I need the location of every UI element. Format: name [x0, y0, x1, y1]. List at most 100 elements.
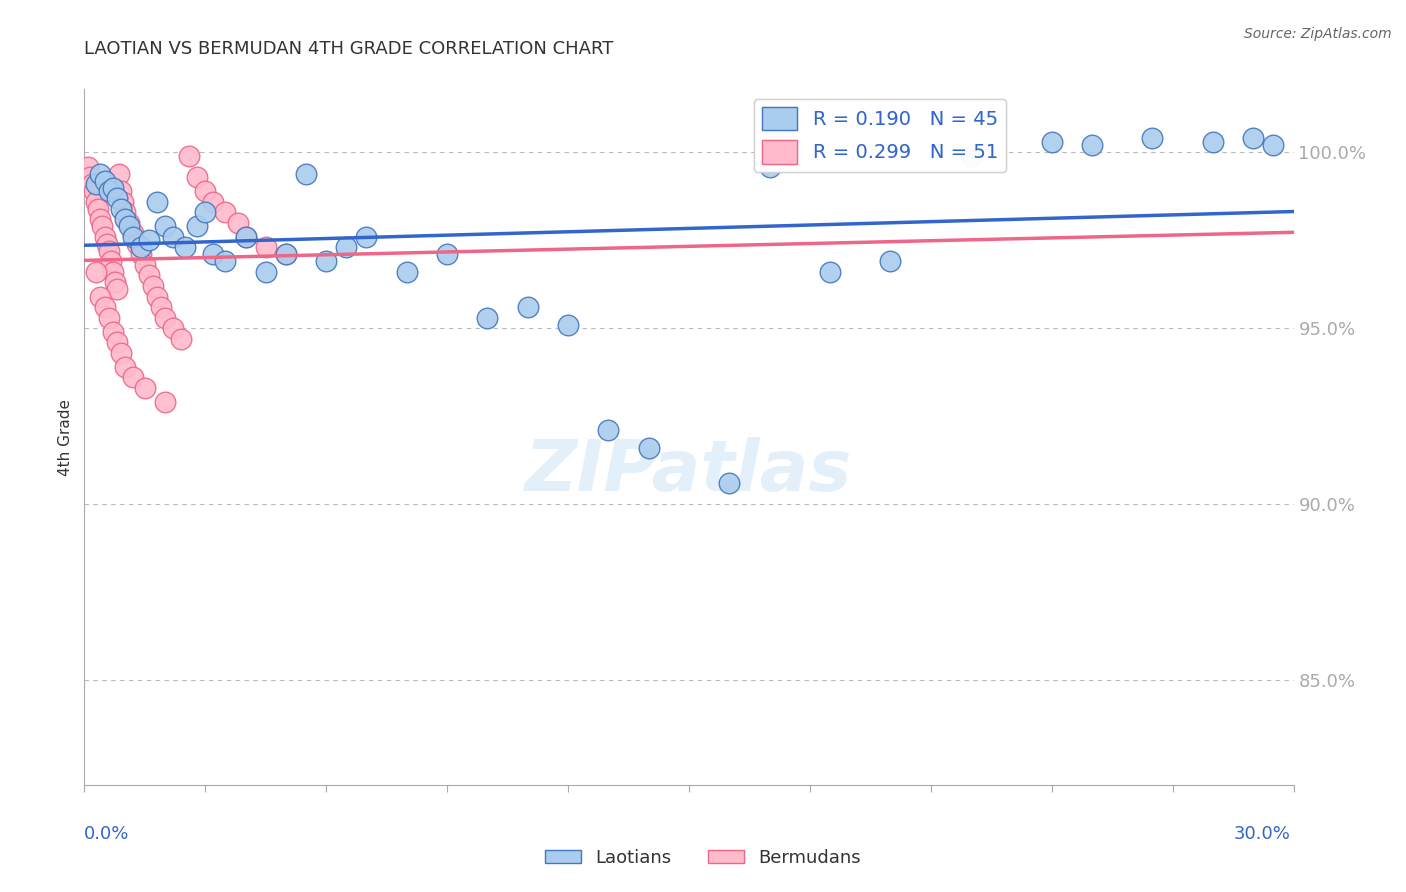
Point	[226, 216, 249, 230]
Point	[121, 227, 143, 241]
Point	[153, 310, 176, 325]
Point	[142, 279, 165, 293]
Point	[129, 247, 152, 261]
Point	[436, 247, 458, 261]
Point	[879, 254, 901, 268]
Point	[101, 180, 124, 194]
Point	[82, 177, 104, 191]
Point	[1142, 131, 1164, 145]
Text: ZIPatlas: ZIPatlas	[526, 437, 852, 507]
Point	[960, 149, 983, 163]
Point	[125, 236, 148, 251]
Point	[105, 335, 128, 350]
Point	[77, 160, 100, 174]
Point	[97, 184, 120, 198]
Point	[202, 247, 225, 261]
Point	[1263, 138, 1285, 153]
Point	[335, 240, 357, 254]
Point	[118, 216, 141, 230]
Y-axis label: 4th Grade: 4th Grade	[58, 399, 73, 475]
Point	[1202, 135, 1225, 149]
Point	[114, 359, 136, 374]
Point	[214, 205, 236, 219]
Point	[254, 265, 277, 279]
Point	[153, 219, 176, 234]
Point	[194, 184, 217, 198]
Point	[186, 219, 208, 234]
Point	[235, 229, 257, 244]
Point	[86, 177, 108, 191]
Point	[93, 173, 115, 187]
Point	[356, 229, 378, 244]
Point	[1081, 138, 1104, 153]
Point	[96, 236, 118, 251]
Text: Source: ZipAtlas.com: Source: ZipAtlas.com	[1244, 27, 1392, 41]
Point	[110, 184, 132, 198]
Point	[146, 194, 169, 209]
Point	[105, 283, 128, 297]
Point	[1040, 135, 1063, 149]
Point	[214, 254, 236, 268]
Point	[104, 276, 127, 290]
Point	[718, 475, 741, 490]
Point	[101, 325, 124, 339]
Point	[89, 289, 111, 303]
Point	[134, 258, 156, 272]
Point	[274, 247, 297, 261]
Point	[83, 184, 105, 198]
Point	[174, 240, 197, 254]
Point	[202, 194, 225, 209]
Point	[138, 268, 160, 283]
Point	[295, 167, 318, 181]
Point	[162, 229, 184, 244]
Point	[235, 229, 257, 244]
Point	[93, 229, 115, 244]
Point	[153, 395, 176, 409]
Point	[86, 265, 108, 279]
Point	[87, 202, 110, 216]
Point	[121, 370, 143, 384]
Point	[186, 169, 208, 184]
Point	[477, 310, 499, 325]
Point	[254, 240, 277, 254]
Point	[395, 265, 418, 279]
Point	[315, 254, 337, 268]
Point	[121, 229, 143, 244]
Point	[86, 194, 108, 209]
Point	[97, 310, 120, 325]
Point	[129, 240, 152, 254]
Point	[93, 300, 115, 314]
Point	[818, 265, 841, 279]
Point	[118, 219, 141, 234]
Point	[1241, 131, 1264, 145]
Point	[101, 265, 124, 279]
Point	[114, 205, 136, 219]
Point	[89, 167, 111, 181]
Point	[758, 160, 780, 174]
Point	[105, 191, 128, 205]
Point	[91, 219, 114, 234]
Point	[274, 247, 297, 261]
Point	[111, 194, 134, 209]
Text: 30.0%: 30.0%	[1234, 825, 1291, 843]
Point	[138, 233, 160, 247]
Point	[179, 149, 201, 163]
Point	[162, 321, 184, 335]
Point	[110, 345, 132, 359]
Text: 0.0%: 0.0%	[84, 825, 129, 843]
Point	[134, 381, 156, 395]
Point	[110, 202, 132, 216]
Legend: Laotians, Bermudans: Laotians, Bermudans	[537, 842, 869, 874]
Point	[194, 205, 217, 219]
Point	[149, 300, 172, 314]
Point	[97, 244, 120, 258]
Point	[107, 167, 129, 181]
Point	[100, 254, 122, 268]
Point	[516, 300, 538, 314]
Point	[114, 212, 136, 227]
Point	[79, 169, 101, 184]
Point	[89, 212, 111, 227]
Point	[598, 423, 620, 437]
Point	[170, 332, 193, 346]
Point	[637, 441, 659, 455]
